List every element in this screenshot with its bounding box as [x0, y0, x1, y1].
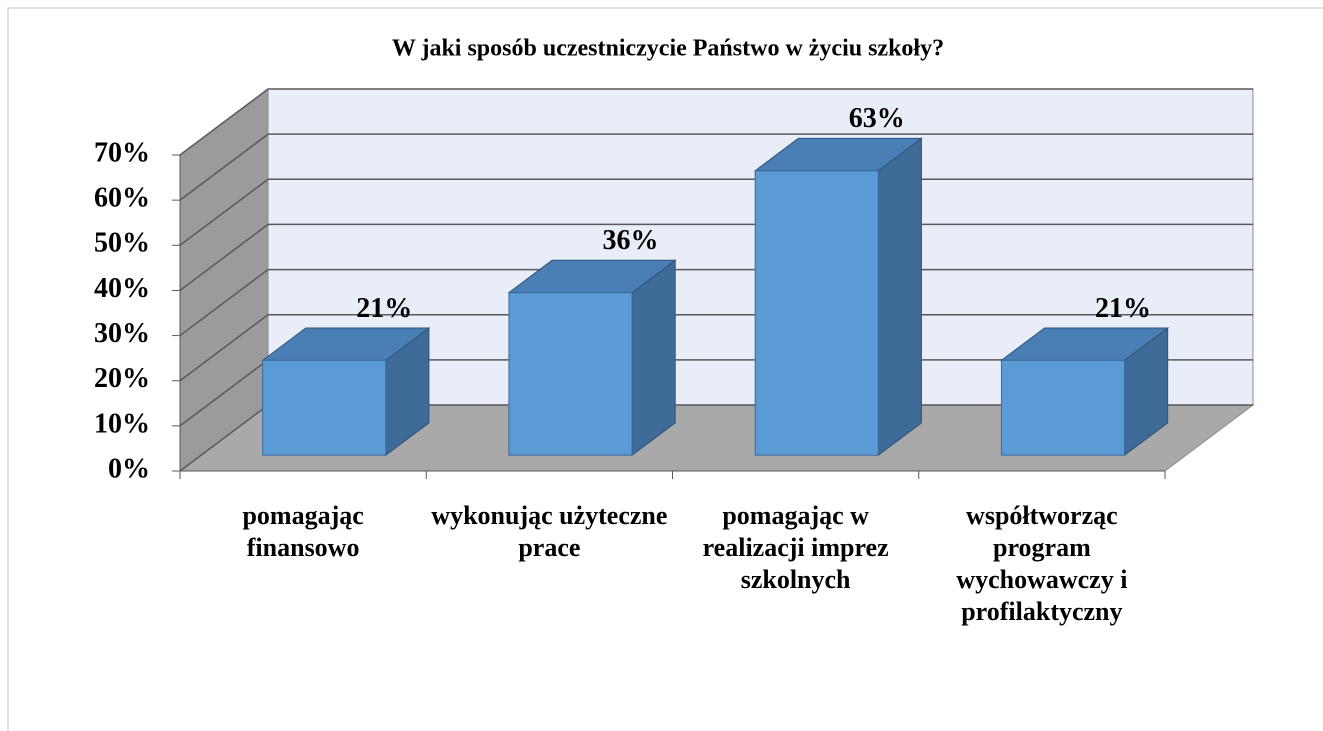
grid-line	[179, 268, 1253, 337]
data-label: 36%	[602, 225, 658, 256]
chart-border	[7, 7, 1323, 731]
grid-line	[179, 178, 1253, 246]
y-tick-label: 30%	[94, 318, 150, 349]
y-tick-label: 20%	[94, 363, 150, 394]
data-label: 21%	[1095, 293, 1151, 324]
x-tick-label: współtworząc program wychowawczy i profi…	[956, 501, 1128, 626]
grid-line	[179, 88, 1253, 156]
y-tick-label: 10%	[94, 408, 150, 439]
bar-side	[631, 259, 676, 457]
grid-line	[179, 313, 1253, 382]
bar	[508, 292, 633, 456]
bar	[262, 359, 387, 456]
chart-title: W jaki sposób uczestniczycie Państwo w ż…	[392, 36, 944, 62]
y-tick-label: 50%	[94, 228, 150, 259]
y-tick-label: 60%	[94, 183, 150, 214]
y-tick-label: 70%	[94, 137, 150, 168]
data-label: 63%	[849, 103, 905, 134]
x-tick-label: wykonując użyteczne prace	[431, 501, 668, 562]
data-label: 21%	[356, 293, 412, 324]
bar-side	[877, 137, 922, 457]
x-tick-label: pomagając finansowo	[242, 501, 364, 562]
x-tick-label: pomagając w realizacji imprez szkolnych	[702, 501, 889, 594]
grid-line	[179, 133, 1253, 201]
grid-line	[179, 223, 1253, 292]
bar	[754, 170, 879, 456]
y-tick-label: 0%	[108, 453, 150, 484]
y-tick-label: 40%	[94, 273, 150, 304]
bar	[1000, 359, 1126, 456]
